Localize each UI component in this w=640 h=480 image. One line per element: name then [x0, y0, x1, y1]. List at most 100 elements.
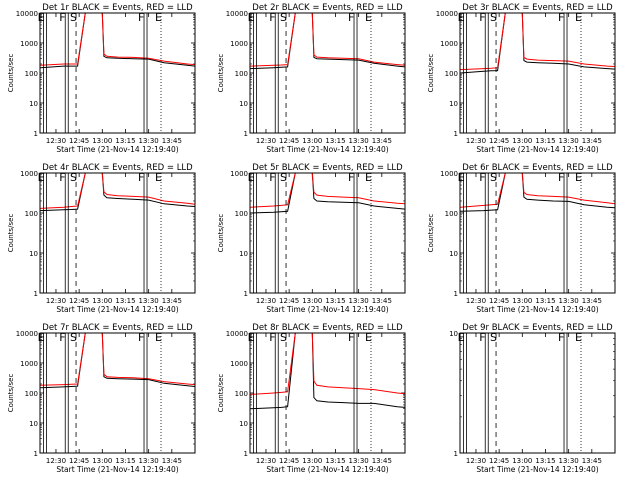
panel-title: Det 6r BLACK = Events, RED = LLD	[462, 163, 613, 173]
plot-frame	[39, 172, 196, 294]
event-marker-label: F	[558, 331, 564, 344]
detector-panel: Det 7r BLACK = Events, RED = LLD 1 10 100 10…	[7, 323, 196, 474]
plot-frame	[249, 332, 406, 454]
series-line-lld	[250, 332, 406, 395]
event-marker-label: E	[458, 171, 465, 184]
panel-title: Det 7r BLACK = Events, RED = LLD	[42, 323, 193, 333]
y-axis-label: Counts/sec	[7, 54, 15, 93]
x-tick-label: 12:30	[256, 297, 276, 305]
plot-frame	[249, 12, 406, 134]
series-line-events	[460, 172, 616, 212]
event-marker-label: F	[558, 11, 564, 24]
x-axis-label: Start Time (21-Nov-14 12:19:40)	[56, 145, 178, 154]
x-tick-label: 13:00	[512, 137, 532, 145]
y-tick-label: 1000	[20, 170, 38, 178]
x-tick-label: 13:30	[559, 137, 579, 145]
event-marker-label: F	[348, 11, 354, 24]
x-tick-label: 13:45	[372, 137, 392, 145]
event-marker-label: F	[138, 11, 144, 24]
detector-panel: Det 4r BLACK = Events, RED = LLD 1 10 100 10…	[7, 163, 196, 314]
event-marker-label: F	[479, 331, 485, 344]
panel-title: Det 5r BLACK = Events, RED = LLD	[252, 163, 403, 173]
event-marker-label: E	[38, 171, 45, 184]
event-marker-label: E	[365, 171, 372, 184]
x-tick-label: 13:00	[92, 457, 112, 465]
x-tick-label: 12:30	[466, 137, 486, 145]
x-tick-label: 13:45	[582, 137, 602, 145]
y-tick-label: 10	[29, 100, 38, 108]
panel-title: Det 2r BLACK = Events, RED = LLD	[252, 3, 403, 13]
x-tick-label: 13:30	[139, 297, 159, 305]
y-tick-label: 1	[244, 450, 248, 458]
y-tick-label: 100	[25, 70, 38, 78]
panel-title: Det 9r BLACK = Events, RED = LLD	[462, 323, 613, 333]
y-tick-label: 10	[449, 100, 458, 108]
y-tick-label: 1000	[440, 40, 458, 48]
event-marker-label: S	[280, 171, 287, 184]
event-marker-label: E	[575, 331, 582, 344]
event-marker-label: F	[59, 171, 65, 184]
x-tick-label: 13:00	[302, 137, 322, 145]
x-axis-label: Start Time (21-Nov-14 12:19:40)	[266, 465, 388, 474]
y-tick-label: 1	[244, 290, 248, 298]
series-line-events	[250, 172, 406, 214]
event-marker-label: S	[70, 11, 77, 24]
y-tick-label: 10	[29, 250, 38, 258]
series-line-events	[250, 12, 406, 70]
x-tick-label: 13:15	[325, 137, 345, 145]
y-tick-label: 10000	[436, 10, 458, 18]
y-tick-label: 100	[235, 390, 248, 398]
y-axis-label: Counts/sec	[7, 214, 15, 253]
x-tick-label: 13:00	[302, 297, 322, 305]
panel-title: Det 8r BLACK = Events, RED = LLD	[252, 323, 403, 333]
x-tick-label: 13:30	[559, 457, 579, 465]
x-tick-label: 13:00	[512, 297, 532, 305]
event-marker-label: F	[59, 11, 65, 24]
event-marker-label: F	[269, 171, 275, 184]
event-marker-label: F	[479, 11, 485, 24]
event-marker-label: E	[575, 171, 582, 184]
detector-panel: Det 6r BLACK = Events, RED = LLD 1 10 100 10…	[427, 163, 616, 314]
y-tick-label: 10	[239, 250, 248, 258]
y-tick-label: 100	[235, 210, 248, 218]
x-tick-label: 13:15	[115, 137, 135, 145]
x-tick-label: 13:15	[535, 457, 555, 465]
event-marker-label: S	[280, 11, 287, 24]
x-tick-label: 13:15	[535, 297, 555, 305]
detector-panel: Det 2r BLACK = Events, RED = LLD 1 10 100 10…	[217, 3, 406, 154]
x-tick-label: 12:45	[489, 297, 509, 305]
series-line-events	[460, 12, 616, 74]
x-tick-label: 12:30	[466, 297, 486, 305]
event-marker-label: E	[155, 171, 162, 184]
x-axis-label: Start Time (21-Nov-14 12:19:40)	[476, 465, 598, 474]
y-axis-label: Counts/sec	[217, 54, 225, 93]
x-tick-label: 13:45	[582, 297, 602, 305]
event-marker-label: F	[269, 11, 275, 24]
x-tick-label: 13:30	[349, 297, 369, 305]
event-marker-label: E	[458, 11, 465, 24]
x-tick-label: 13:30	[349, 457, 369, 465]
event-marker-label: E	[248, 171, 255, 184]
y-tick-label: 1	[34, 290, 38, 298]
x-tick-label: 12:45	[279, 457, 299, 465]
x-axis-label: Start Time (21-Nov-14 12:19:40)	[56, 465, 178, 474]
x-tick-label: 13:15	[325, 457, 345, 465]
panel-title: Det 1r BLACK = Events, RED = LLD	[42, 3, 193, 13]
series-line-lld	[40, 12, 196, 66]
x-tick-label: 13:00	[512, 457, 532, 465]
x-tick-label: 13:45	[582, 457, 602, 465]
panel-title: Det 3r BLACK = Events, RED = LLD	[462, 3, 613, 13]
x-tick-label: 12:30	[256, 457, 276, 465]
detector-panel: Det 1r BLACK = Events, RED = LLD 1 10 100 10…	[7, 3, 196, 154]
y-axis-label: Counts/sec	[427, 54, 435, 93]
event-marker-label: E	[38, 11, 45, 24]
y-tick-label: 1	[454, 130, 458, 138]
x-tick-label: 13:45	[372, 297, 392, 305]
detector-panel: Det 3r BLACK = Events, RED = LLD 1 10 100 10…	[427, 3, 616, 154]
x-tick-label: 13:15	[325, 297, 345, 305]
x-tick-label: 13:30	[349, 137, 369, 145]
x-tick-label: 12:30	[256, 137, 276, 145]
y-tick-label: 10	[239, 100, 248, 108]
plot-frame	[249, 172, 406, 294]
